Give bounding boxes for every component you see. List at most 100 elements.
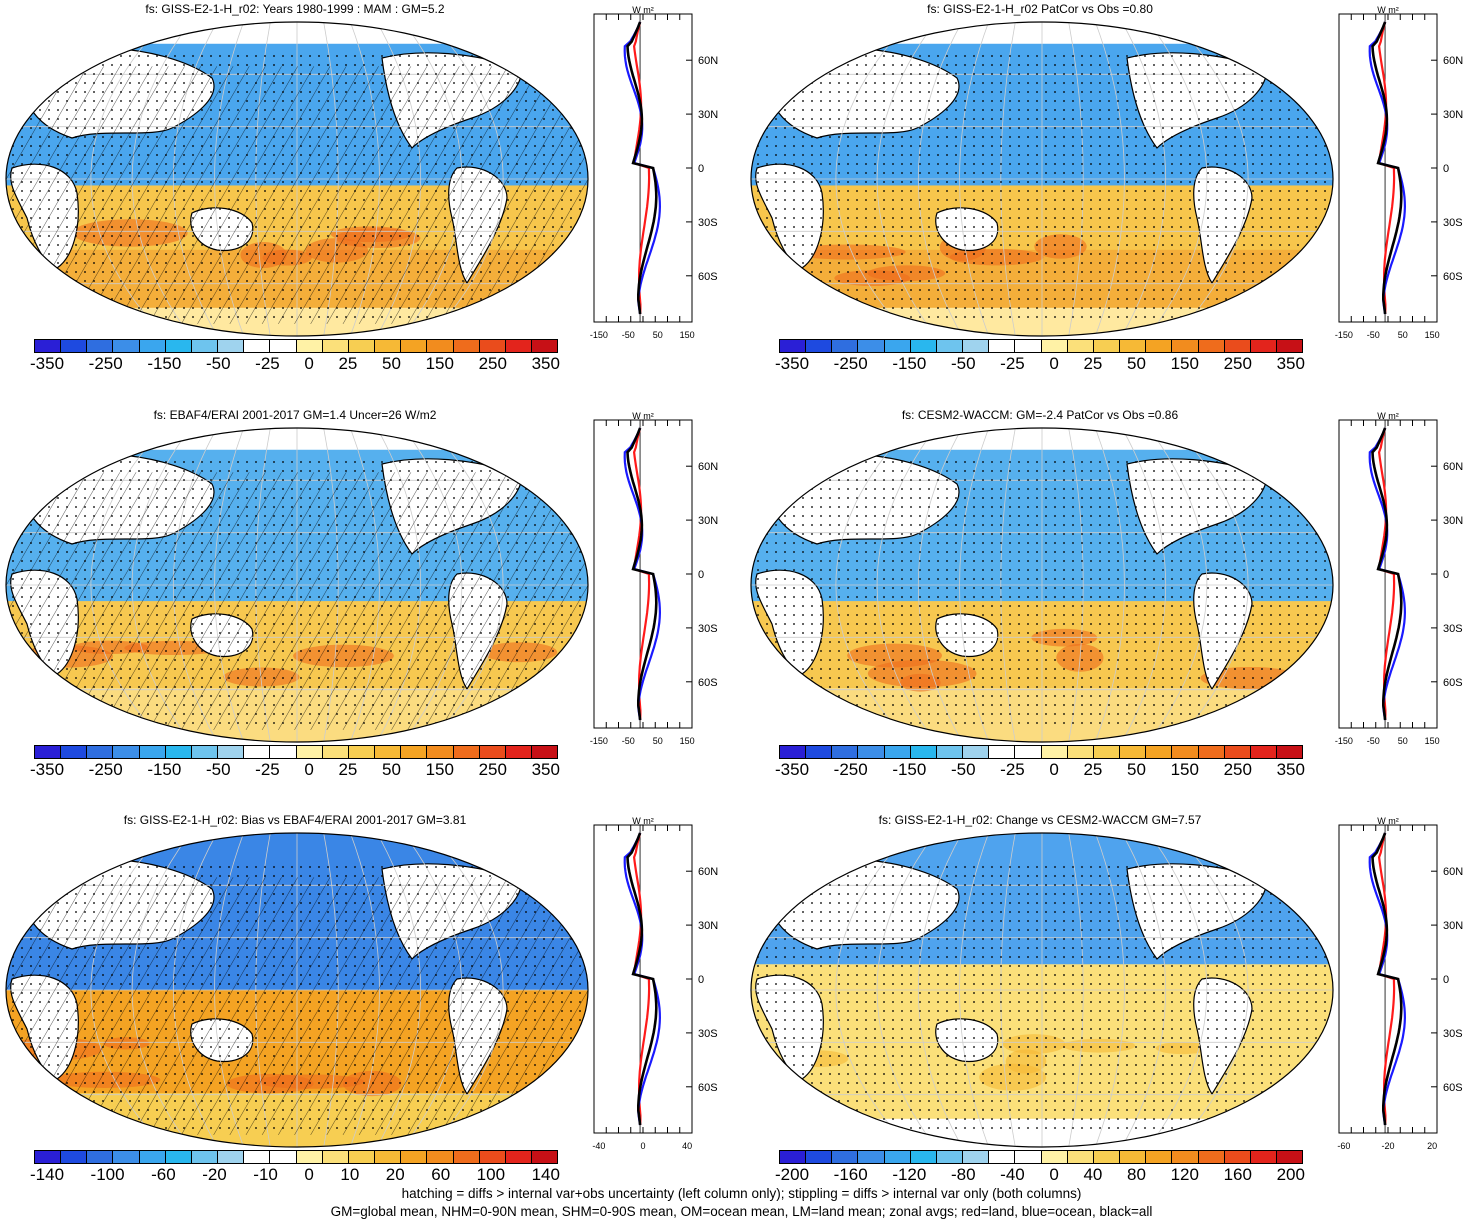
colorbar-swatch bbox=[35, 746, 62, 758]
colorbar-tick-label: -150 bbox=[147, 354, 182, 373]
colorbar-swatch bbox=[1146, 1151, 1173, 1163]
colorbar-swatch bbox=[1276, 340, 1303, 352]
colorbar-tick-label: 50 bbox=[382, 354, 401, 373]
map-panel-6: fs: GISS-E2-1-H_r02: Change vs CESM2-WAC… bbox=[745, 811, 1483, 1211]
colorbar-tick-label: 50 bbox=[1127, 760, 1146, 779]
colorbar-tick-label: -50 bbox=[205, 354, 231, 373]
map-panel-3: fs: EBAF4/ERAI 2001-2017 GM=1.4 Uncer=26… bbox=[0, 406, 740, 806]
zonal-x-tick-label: -50 bbox=[1367, 330, 1380, 340]
colorbar-swatch bbox=[1172, 340, 1199, 352]
colorbar-swatch bbox=[322, 1151, 349, 1163]
colorbar-swatch bbox=[1093, 340, 1121, 352]
latitude-label: 0 bbox=[698, 974, 704, 986]
latitude-label: 30N bbox=[1443, 109, 1463, 121]
colorbar bbox=[779, 745, 1303, 759]
colorbar-tick-label: -10 bbox=[253, 1165, 278, 1184]
colorbar-swatch bbox=[858, 340, 885, 352]
colorbar-tick-label: -150 bbox=[892, 354, 927, 373]
colorbar-tick-label: 140 bbox=[531, 1165, 560, 1184]
colorbar-tick-label: 150 bbox=[425, 760, 454, 779]
zonal-mean-plot: W m² 60N 30N 0 30S 60S -60 -20 20 bbox=[1337, 817, 1463, 1151]
colorbar-swatch bbox=[1172, 1151, 1199, 1163]
colorbar-tick-label: 25 bbox=[338, 354, 358, 373]
colorbar-swatch bbox=[1198, 1151, 1225, 1163]
colorbar-swatch bbox=[1250, 340, 1277, 352]
colorbar-swatch bbox=[87, 340, 114, 352]
colorbar-swatch bbox=[1120, 1151, 1147, 1163]
zonal-x-tick-label: -150 bbox=[1335, 736, 1353, 746]
colorbar-swatch bbox=[139, 746, 166, 758]
colorbar-swatch bbox=[1172, 746, 1199, 758]
colorbar-swatch bbox=[375, 1151, 402, 1163]
colorbar bbox=[779, 1150, 1303, 1164]
colorbar-tick-label: 25 bbox=[338, 760, 358, 779]
colorbar bbox=[34, 1150, 558, 1164]
robinson-map bbox=[750, 21, 1334, 337]
colorbar-tick-label: -50 bbox=[950, 354, 976, 373]
robinson-map bbox=[5, 21, 589, 337]
zonal-x-tick-label: 150 bbox=[1425, 736, 1440, 746]
latitude-label: 60N bbox=[1443, 55, 1463, 67]
colorbar-tick-label: -50 bbox=[950, 760, 976, 779]
latitude-label: 0 bbox=[698, 569, 704, 581]
panel-title: fs: GISS-E2-1-H_r02: Change vs CESM2-WAC… bbox=[878, 813, 1202, 827]
zonal-x-tick-label: -20 bbox=[1381, 1141, 1394, 1151]
colorbar-swatch bbox=[1198, 340, 1225, 352]
latitude-label: 60N bbox=[698, 461, 718, 473]
panel-title: fs: GISS-E2-1-H_r02: Bias vs EBAF4/ERAI … bbox=[123, 813, 467, 827]
colorbar-swatch bbox=[505, 746, 532, 758]
colorbar-swatch bbox=[832, 746, 859, 758]
panel-title: fs: EBAF4/ERAI 2001-2017 GM=1.4 Uncer=26… bbox=[153, 408, 437, 422]
latitude-label: 30N bbox=[1443, 920, 1463, 932]
colorbar-swatch bbox=[1067, 746, 1094, 758]
latitude-label: 60N bbox=[698, 55, 718, 67]
colorbar-tick-label: -60 bbox=[151, 1165, 176, 1184]
colorbar-swatch bbox=[270, 340, 297, 352]
colorbar-tick-label: -350 bbox=[775, 354, 810, 373]
colorbar-tick-label: 250 bbox=[1223, 354, 1252, 373]
colorbar-tick-label: 350 bbox=[1276, 760, 1305, 779]
robinson-map bbox=[750, 832, 1334, 1148]
colorbar-tick-label: 0 bbox=[1049, 1165, 1059, 1184]
colorbar-tick-label: 200 bbox=[1276, 1165, 1305, 1184]
colorbar-tick-label: -140 bbox=[30, 1165, 65, 1184]
latitude-label: 30N bbox=[698, 515, 718, 527]
colorbar-swatch bbox=[1093, 746, 1121, 758]
colorbar-labels: -350 -250 -150 -50 -25 0 25 50 150 250 350 bbox=[30, 354, 560, 374]
zonal-mean-plot: W m² 60N 30N 0 30S 60S -150 -50 50 150 bbox=[1335, 6, 1463, 340]
colorbar-swatch bbox=[296, 746, 323, 758]
colorbar-tick-label: -25 bbox=[1000, 760, 1025, 779]
colorbar-swatch bbox=[936, 1151, 964, 1163]
colorbar-tick-label: 25 bbox=[1083, 354, 1103, 373]
colorbar-swatch bbox=[780, 1151, 807, 1163]
colorbar-swatch bbox=[1250, 746, 1277, 758]
colorbar-swatch bbox=[858, 1151, 885, 1163]
colorbar-tick-label: 0 bbox=[304, 760, 314, 779]
colorbar-labels: -350 -250 -150 -50 -25 0 25 50 150 250 350 bbox=[775, 760, 1305, 780]
colorbar-swatch bbox=[218, 746, 245, 758]
colorbar-tick-label: 0 bbox=[1049, 354, 1059, 373]
colorbar-swatch bbox=[401, 340, 428, 352]
colorbar-tick-label: 80 bbox=[1127, 1165, 1146, 1184]
latitude-label: 60S bbox=[698, 271, 718, 283]
colorbar-swatch bbox=[1015, 1151, 1042, 1163]
colorbar-swatch bbox=[780, 746, 807, 758]
colorbar-swatch bbox=[191, 1151, 219, 1163]
colorbar-swatch bbox=[1224, 1151, 1251, 1163]
colorbar-tick-label: -25 bbox=[1000, 354, 1025, 373]
colorbar-swatch bbox=[348, 340, 376, 352]
latitude-label: 30S bbox=[698, 623, 718, 635]
zonal-x-tick-label: -50 bbox=[1367, 736, 1380, 746]
colorbar-swatch bbox=[375, 340, 402, 352]
colorbar-swatch bbox=[1224, 340, 1251, 352]
colorbar-swatch bbox=[806, 1151, 833, 1163]
zonal-x-tick-label: 50 bbox=[1398, 736, 1408, 746]
latitude-label: 30S bbox=[698, 1028, 718, 1040]
zonal-x-tick-label: 20 bbox=[1427, 1141, 1437, 1151]
colorbar bbox=[34, 339, 558, 353]
colorbar-labels: -140 -100 -60 -20 -10 0 10 20 60 100 140 bbox=[30, 1165, 560, 1185]
colorbar-swatch bbox=[296, 340, 323, 352]
zonal-x-tick-label: 0 bbox=[640, 1141, 645, 1151]
colorbar-tick-label: 0 bbox=[1049, 760, 1059, 779]
colorbar-swatch bbox=[1146, 746, 1173, 758]
